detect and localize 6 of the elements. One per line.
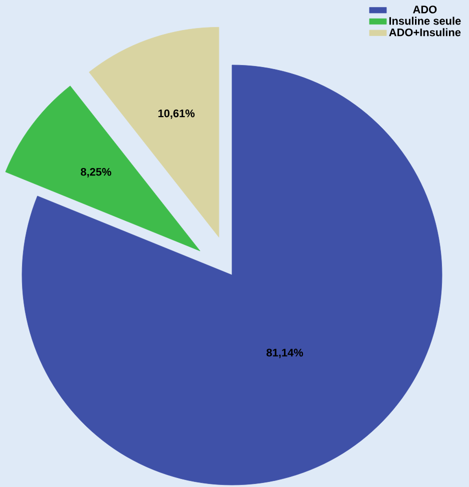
- legend-label: Insuline seule: [389, 16, 461, 25]
- data-label: 81,14%: [266, 348, 304, 358]
- slice-label: ADO: [412, 6, 437, 14]
- legend-label: ADO+Insuline: [389, 28, 461, 36]
- data-label: 8,25%: [80, 168, 112, 178]
- data-label: 10,61%: [158, 110, 195, 119]
